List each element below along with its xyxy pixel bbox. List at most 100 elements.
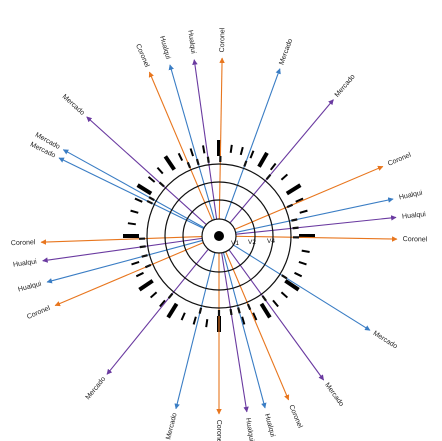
ray-label-1: Coronel xyxy=(219,27,226,52)
ray-segment-13 xyxy=(261,295,267,302)
ray-label-10: Hualqui xyxy=(402,211,427,220)
ray-4 xyxy=(148,71,216,228)
tick-40 xyxy=(202,145,206,154)
ray-segment-21 xyxy=(141,254,148,258)
ray-20 xyxy=(54,239,211,307)
ray-segment-15 xyxy=(237,307,241,314)
ray-label-14: Coronel xyxy=(287,404,303,430)
ray-10 xyxy=(228,215,397,236)
tick-18 xyxy=(252,312,258,321)
ray-21 xyxy=(46,238,210,284)
ray-label-23: Coronel xyxy=(11,239,36,247)
ray-segment-10 xyxy=(292,226,299,230)
ray-label-8: Coronel xyxy=(387,152,413,168)
ray-segment-18 xyxy=(198,307,203,314)
tick-5 xyxy=(269,162,277,171)
tick-13 xyxy=(294,271,303,278)
tick-4 xyxy=(257,151,269,168)
tick-33 xyxy=(134,197,143,203)
tick-28 xyxy=(135,271,144,278)
middle-ring xyxy=(164,181,274,291)
ray-5 xyxy=(86,116,212,230)
ray-7 xyxy=(62,149,211,232)
tick-8 xyxy=(295,197,304,203)
tick-32 xyxy=(130,209,139,214)
ray-3 xyxy=(168,64,217,227)
ray-18 xyxy=(174,245,218,410)
ray-segment-2 xyxy=(206,156,210,163)
tick-19 xyxy=(241,316,246,325)
ray-segment-12 xyxy=(281,274,288,280)
ray-segment-7 xyxy=(148,196,155,202)
ray-label-11: Coronel xyxy=(403,236,428,243)
ray-label-5: Mercado xyxy=(61,93,86,116)
ray-segment-22 xyxy=(139,245,146,249)
tick-27 xyxy=(138,279,154,292)
tick-1 xyxy=(229,144,233,153)
tick-35 xyxy=(147,176,156,183)
ray-label-6: Mercado xyxy=(334,73,357,98)
tick-15 xyxy=(280,291,289,299)
ray-label-3: Hualqui xyxy=(158,35,171,60)
ray-9 xyxy=(228,197,394,235)
tick-37 xyxy=(163,155,176,171)
ray-15 xyxy=(221,245,267,409)
tick-24 xyxy=(166,302,179,319)
ray-6 xyxy=(225,99,334,229)
outer-ring xyxy=(146,163,292,309)
ray-label-9: Hualqui xyxy=(398,190,423,202)
ray-label-13: Mercado xyxy=(323,382,345,408)
ray-segment-20 xyxy=(144,263,152,269)
tick-3 xyxy=(249,150,255,159)
ray-1 xyxy=(218,57,225,227)
ray-segment-14 xyxy=(246,303,252,311)
tick-9 xyxy=(299,209,308,214)
tick-12 xyxy=(298,261,307,266)
ray-segment-24 xyxy=(146,199,153,205)
ray-24 xyxy=(58,157,211,233)
tick-21 xyxy=(205,319,209,328)
ring-label-v2: V2 xyxy=(248,239,256,246)
ray-label-22: Hualqui xyxy=(13,258,38,268)
ray-label-12: Mercado xyxy=(372,330,399,350)
ray-segment-0 xyxy=(243,160,248,167)
ray-label-2: Hualqui xyxy=(186,30,196,55)
ray-19 xyxy=(106,243,214,375)
ray-label-16: Hualqui xyxy=(244,417,255,441)
ray-segment-4 xyxy=(186,161,192,169)
ray-segment-6 xyxy=(265,174,272,181)
tick-11 xyxy=(301,249,310,253)
ray-label-0: Mercado xyxy=(278,38,294,66)
ray-2 xyxy=(192,59,219,227)
tick-7 xyxy=(285,183,302,196)
ray-segment-16 xyxy=(229,308,233,316)
ray-segment-3 xyxy=(195,158,200,166)
inner-ring xyxy=(182,199,256,273)
tick-36 xyxy=(156,166,164,175)
ray-8 xyxy=(227,165,384,233)
ray-segment-5 xyxy=(158,181,165,188)
tick-31 xyxy=(127,222,136,226)
ray-label-17: Coronel xyxy=(215,420,222,441)
tick-26 xyxy=(149,291,158,299)
ray-16 xyxy=(220,245,249,413)
tick-marks xyxy=(123,140,315,332)
tick-29 xyxy=(131,261,140,266)
ray-segment-19 xyxy=(167,292,174,299)
tick-39 xyxy=(189,148,194,157)
tick-2 xyxy=(239,146,244,156)
tick-6 xyxy=(280,173,289,181)
ray-label-18: Mercado xyxy=(165,412,178,440)
tick-23 xyxy=(180,312,186,321)
ring-label-v1: V1 xyxy=(231,240,239,247)
tick-25 xyxy=(159,299,166,308)
ray-label-21: Hualqui xyxy=(17,280,42,293)
tick-16 xyxy=(272,299,279,308)
ray-23 xyxy=(40,235,210,245)
ray-22 xyxy=(42,236,210,263)
tick-22 xyxy=(192,316,197,325)
ray-label-20: Coronel xyxy=(26,305,52,321)
tick-34 xyxy=(136,183,153,196)
hub-dot xyxy=(214,231,224,241)
